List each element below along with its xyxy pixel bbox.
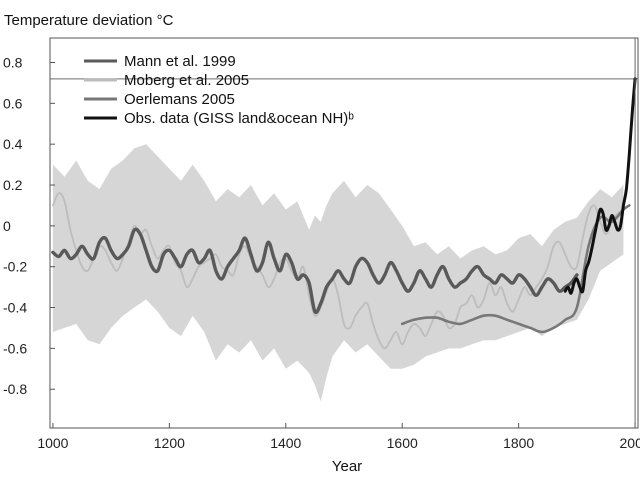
uncertainty-band <box>52 144 624 402</box>
x-tick-label: 1600 <box>387 435 418 451</box>
series-line-4 <box>563 77 637 295</box>
series-line-2 <box>51 227 579 315</box>
y-tick-label: -0.4 <box>3 300 27 316</box>
legend-label-3: Oerlemans 2005 <box>124 91 235 108</box>
y-tick-label: -0.2 <box>3 259 27 275</box>
chart-title: Temperature deviation °C <box>4 12 174 29</box>
legend-label-4: Obs. data (GISS land&ocean NH)ᵇ <box>124 110 354 127</box>
plot-frame <box>49 37 639 429</box>
y-tick-label: 0.6 <box>3 95 23 111</box>
x-tick-label: 1800 <box>503 435 534 451</box>
legend-label-2: Moberg et al. 2005 <box>124 72 249 89</box>
y-tick-label: -0.8 <box>3 381 27 397</box>
y-tick-label: 0.2 <box>3 177 23 193</box>
y-tick-label: 0 <box>3 218 11 234</box>
y-tick-label: 0.4 <box>3 136 23 152</box>
y-tick-label: -0.6 <box>3 340 27 356</box>
legend: Mann et al. 1999 Moberg et al. 2005 Oerlem… <box>84 53 354 127</box>
x-tick-label: 1400 <box>270 435 301 451</box>
series-line-1 <box>52 192 625 350</box>
x-tick-label: 1200 <box>154 435 185 451</box>
x-tick-label: 1000 <box>37 435 68 451</box>
legend-label-1: Mann et al. 1999 <box>124 53 236 70</box>
y-tick-label: 0.8 <box>3 55 23 71</box>
x-axis-title: Year <box>332 458 362 475</box>
plot-area <box>50 77 638 402</box>
